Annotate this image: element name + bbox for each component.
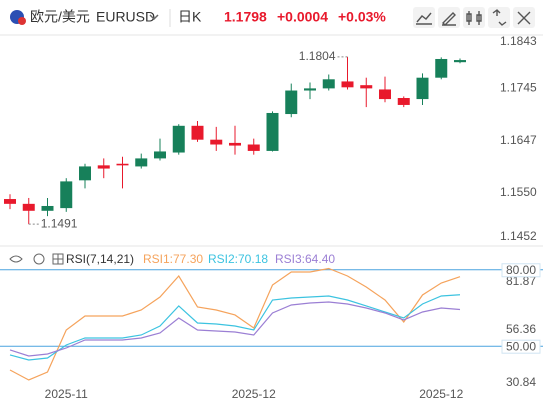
candle-body — [285, 90, 298, 115]
candle-body — [135, 158, 148, 167]
indicator-name: RSI(7,14,21) — [66, 252, 134, 266]
candle-body — [322, 79, 335, 89]
settings-icon[interactable] — [33, 253, 45, 265]
candle-body — [60, 181, 73, 209]
rsi-line — [9, 294, 461, 361]
extreme-label: 1.1804 — [299, 49, 336, 63]
candle-body — [397, 98, 410, 105]
y-tick-label: 1.1745 — [500, 81, 537, 95]
price-change-pct: +0.03% — [338, 9, 386, 25]
x-tick-label: 2025-11 — [45, 387, 88, 401]
x-tick-label: 2025-12 — [419, 387, 463, 401]
candle-body — [247, 144, 260, 151]
candle-body — [116, 163, 129, 166]
reference-label-box — [501, 263, 541, 278]
dropdown-arrow[interactable] — [149, 14, 159, 21]
extreme-label: 1.1491 — [41, 216, 78, 230]
flag-icon-sub — [18, 17, 26, 25]
compare-icon[interactable] — [492, 9, 507, 26]
y-tick-label: 1.1452 — [500, 229, 537, 243]
candle-body — [416, 77, 429, 100]
candle-body — [97, 165, 110, 169]
pair-name: 欧元/美元 — [30, 9, 90, 25]
fullscreen-icon[interactable] — [517, 11, 531, 25]
y-tick-label: 81.87 — [506, 274, 536, 288]
eye-icon[interactable] — [9, 255, 23, 263]
y-tick-label: 56.36 — [506, 322, 536, 336]
params-icon-cross[interactable] — [53, 254, 63, 264]
legend-label: RSI3:64.40 — [275, 252, 335, 266]
reference-label: 50.00 — [506, 339, 536, 353]
y-tick-label: 1.1647 — [500, 133, 537, 147]
candle-body — [266, 112, 279, 151]
candle-body — [172, 125, 185, 153]
period[interactable]: 日K — [178, 9, 202, 25]
x-tick-label: 2025-12 — [232, 387, 276, 401]
draw-icon[interactable] — [442, 12, 456, 26]
candle-body — [304, 88, 316, 91]
y-tick-label: 1.1843 — [500, 34, 537, 48]
y-tick-label: 30.84 — [506, 375, 536, 389]
candle-body — [435, 58, 448, 78]
reference-label: 80.00 — [506, 263, 536, 277]
y-tick-label: 1.1550 — [500, 185, 537, 199]
candle-body — [4, 199, 16, 204]
rsi-line — [9, 301, 461, 357]
candle-body — [210, 139, 223, 145]
candle-body — [454, 60, 466, 63]
candle-body — [79, 166, 91, 181]
candle-body — [379, 89, 391, 100]
candle-body — [41, 205, 54, 211]
candle-body — [154, 151, 166, 159]
symbol: EURUSD — [96, 9, 155, 25]
candle-body — [341, 81, 354, 88]
indicator-icon[interactable] — [416, 12, 432, 25]
reference-label-box — [501, 339, 541, 354]
candle-body — [360, 85, 373, 89]
legend-label: RSI1:77.30 — [143, 252, 203, 266]
candle-body — [22, 203, 35, 211]
candle-icon[interactable] — [466, 11, 482, 25]
price-change: +0.0004 — [277, 9, 328, 25]
rsi-line — [9, 267, 461, 381]
last-price: 1.1798 — [224, 9, 267, 25]
legend-label: RSI2:70.18 — [208, 252, 268, 266]
candle-body — [229, 142, 241, 146]
tool-button[interactable] — [488, 7, 510, 28]
candle-body — [191, 125, 204, 140]
